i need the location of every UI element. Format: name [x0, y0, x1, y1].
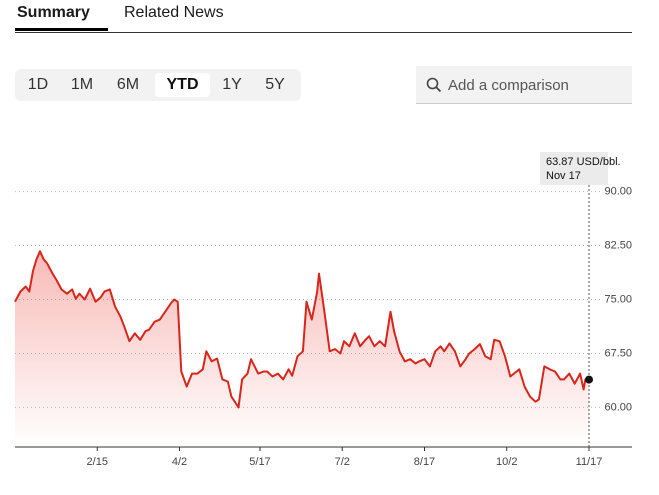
- x-tick-label: 7/2: [335, 456, 350, 468]
- search-placeholder: Add a comparison: [448, 77, 569, 94]
- tooltip-date: Nov 17: [546, 170, 581, 182]
- y-tick-label: 75.00: [604, 293, 632, 305]
- tab[interactable]: Summary: [17, 4, 90, 21]
- x-tick-label: 2/15: [87, 456, 108, 468]
- search-icon: [426, 77, 442, 93]
- x-tick-label: 8/17: [414, 456, 435, 468]
- range-button[interactable]: 1Y: [222, 76, 242, 93]
- range-button[interactable]: 6M: [116, 76, 140, 93]
- tooltip-box: [540, 152, 608, 185]
- tab-underline: [15, 28, 108, 31]
- y-tick-label: 67.50: [604, 347, 632, 359]
- range-selector: 1D 1M 6M YTD 1Y 5Y: [15, 69, 301, 101]
- x-tick-label: 5/17: [249, 456, 270, 468]
- last-point: [585, 375, 593, 384]
- y-tick-label: 90.00: [604, 185, 632, 197]
- x-tick-label: 11/17: [576, 456, 603, 468]
- range-button[interactable]: 5Y: [265, 76, 285, 93]
- range-button[interactable]: 1D: [27, 76, 49, 93]
- tab[interactable]: Related News: [124, 4, 224, 21]
- y-tick-label: 82.50: [604, 239, 632, 251]
- chart: 60.00 67.50 75.00 82.50 90.00 2/15 4/2 5/17 7/2 8…: [14, 152, 632, 468]
- x-tick-label: 10/2: [496, 456, 517, 468]
- x-tick-label: 4/2: [172, 456, 187, 468]
- y-tick-label: 60.00: [604, 401, 632, 413]
- divider: [15, 32, 632, 33]
- range-button[interactable]: 1M: [70, 76, 94, 93]
- comparison-search[interactable]: Add a comparison: [416, 66, 632, 104]
- range-button[interactable]: YTD: [155, 73, 210, 97]
- price-line: [14, 250, 590, 409]
- tooltip-value: 63.87 USD/bbl.: [546, 156, 621, 168]
- area: [15, 251, 589, 447]
